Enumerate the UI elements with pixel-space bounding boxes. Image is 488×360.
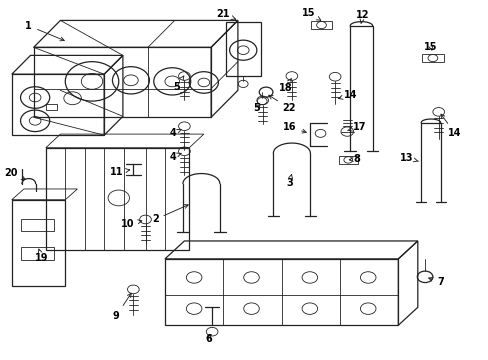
Bar bbox=[46, 148, 189, 250]
Text: 12: 12 bbox=[355, 10, 369, 23]
Text: 5: 5 bbox=[253, 103, 260, 113]
Text: 21: 21 bbox=[216, 9, 235, 19]
Text: 17: 17 bbox=[347, 122, 366, 132]
Text: 7: 7 bbox=[428, 277, 444, 287]
Text: 2: 2 bbox=[152, 204, 188, 224]
Text: 13: 13 bbox=[399, 153, 418, 163]
Bar bbox=[421, 54, 443, 62]
Bar bbox=[46, 104, 57, 110]
Text: 5: 5 bbox=[172, 76, 183, 92]
Text: 20: 20 bbox=[4, 168, 25, 180]
Bar bbox=[310, 21, 331, 30]
Bar bbox=[225, 22, 260, 76]
Bar bbox=[338, 156, 357, 164]
Text: 10: 10 bbox=[121, 219, 142, 229]
Bar bbox=[20, 247, 54, 260]
Text: 16: 16 bbox=[282, 122, 305, 133]
Text: 3: 3 bbox=[285, 174, 292, 188]
Text: 11: 11 bbox=[110, 167, 129, 177]
Text: 6: 6 bbox=[205, 333, 212, 343]
Text: 4: 4 bbox=[169, 152, 181, 162]
Text: 4: 4 bbox=[169, 129, 181, 138]
Bar bbox=[12, 200, 65, 286]
Text: 14: 14 bbox=[338, 90, 357, 100]
Bar bbox=[20, 219, 54, 231]
Text: 19: 19 bbox=[35, 249, 49, 263]
Text: 15: 15 bbox=[301, 8, 320, 20]
Text: 22: 22 bbox=[268, 95, 296, 113]
Text: 1: 1 bbox=[25, 21, 64, 41]
Text: 18: 18 bbox=[278, 78, 292, 93]
Text: 8: 8 bbox=[348, 154, 360, 164]
Text: 15: 15 bbox=[423, 42, 437, 51]
Text: 9: 9 bbox=[113, 293, 131, 320]
Text: 14: 14 bbox=[440, 114, 461, 138]
